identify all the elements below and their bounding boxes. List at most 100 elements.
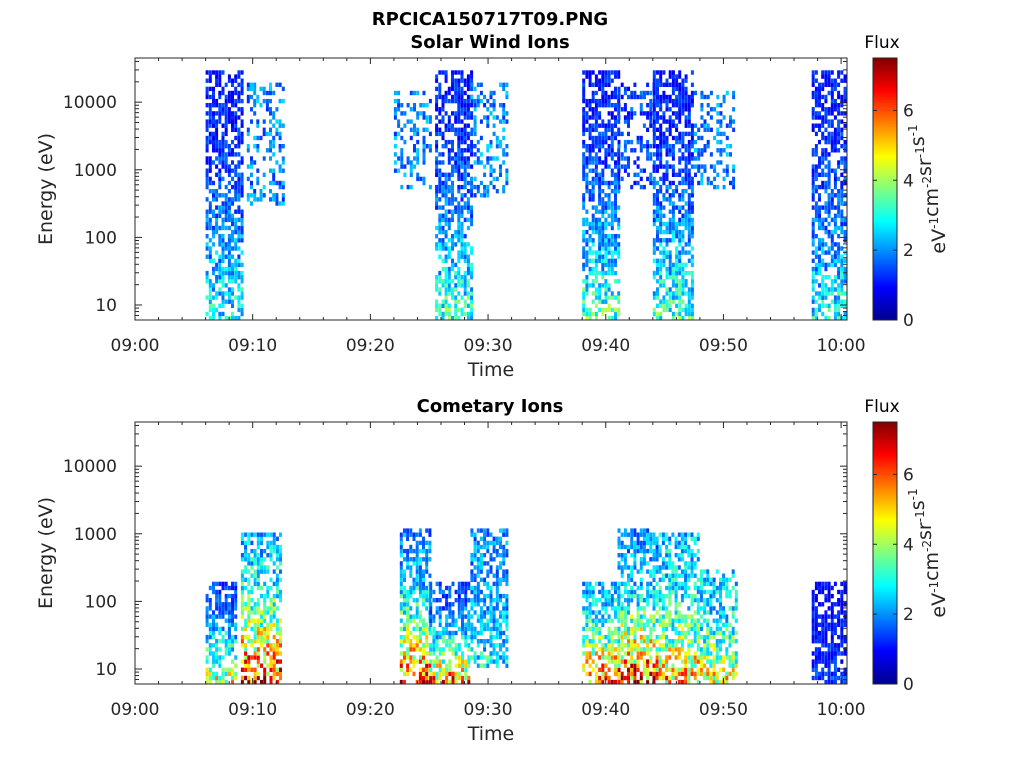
spectrogram-cell bbox=[438, 634, 442, 640]
spectrogram-cell bbox=[457, 172, 461, 177]
spectrogram-cell bbox=[652, 217, 656, 223]
spectrogram-cell bbox=[662, 176, 666, 182]
spectrogram-cell bbox=[451, 647, 455, 652]
spectrogram-cell bbox=[814, 172, 818, 177]
spectrogram-cell bbox=[483, 561, 487, 566]
spectrogram-cell bbox=[703, 94, 707, 100]
spectrogram-cell bbox=[406, 667, 410, 672]
spectrogram-cell bbox=[218, 266, 222, 272]
spectrogram-cell bbox=[454, 295, 458, 300]
spectrogram-cell bbox=[656, 270, 659, 276]
spectrogram-cell bbox=[409, 548, 413, 554]
spectrogram-cell bbox=[221, 639, 225, 644]
spectrogram-cell bbox=[438, 127, 442, 132]
spectrogram-cell bbox=[432, 647, 436, 652]
spectrogram-cell bbox=[244, 663, 248, 668]
spectrogram-cell bbox=[610, 242, 614, 247]
spectrogram-cell bbox=[502, 569, 506, 574]
spectrogram-cell bbox=[830, 299, 834, 304]
spectrogram-cell bbox=[265, 148, 269, 153]
spectrogram-cell bbox=[594, 622, 598, 627]
spectrogram-cell bbox=[451, 217, 454, 223]
spectrogram-cell bbox=[811, 94, 815, 100]
spectrogram-cell bbox=[234, 634, 238, 640]
spectrogram-cell bbox=[244, 626, 248, 632]
spectrogram-cell bbox=[231, 602, 234, 607]
spectrogram-cell bbox=[415, 639, 419, 644]
spectrogram-cell bbox=[231, 152, 234, 157]
spectrogram-cell bbox=[617, 585, 621, 591]
spectrogram-cell bbox=[227, 258, 231, 263]
spectrogram-cell bbox=[470, 291, 474, 296]
spectrogram-cell bbox=[221, 291, 225, 296]
spectrogram-cell bbox=[205, 172, 209, 177]
spectrogram-cell bbox=[598, 679, 602, 684]
spectrogram-cell bbox=[479, 152, 483, 157]
spectrogram-cell bbox=[224, 160, 228, 165]
spectrogram-cell bbox=[824, 152, 828, 157]
spectrogram-cell bbox=[591, 94, 595, 100]
spectrogram-cell bbox=[263, 647, 267, 652]
spectrogram-cell bbox=[489, 90, 493, 96]
spectrogram-cell bbox=[463, 258, 467, 263]
spectrogram-cell bbox=[227, 585, 231, 591]
spectrogram-cell bbox=[671, 144, 675, 149]
spectrogram-cell bbox=[656, 266, 659, 272]
spectrogram-cell bbox=[678, 205, 682, 210]
spectrogram-cell bbox=[630, 647, 634, 652]
spectrogram-cell bbox=[668, 647, 672, 652]
spectrogram-cell bbox=[649, 180, 653, 186]
spectrogram-cell bbox=[642, 626, 646, 632]
spectrogram-cell bbox=[445, 618, 449, 623]
spectrogram-cell bbox=[598, 581, 602, 587]
spectrogram-cell bbox=[604, 94, 608, 100]
spectrogram-cell bbox=[824, 262, 828, 268]
spectrogram-cell bbox=[706, 180, 710, 186]
spectrogram-cell bbox=[659, 135, 663, 141]
spectrogram-cell bbox=[227, 172, 231, 177]
spectrogram-cell bbox=[652, 553, 656, 558]
spectrogram-cell bbox=[227, 78, 231, 83]
spectrogram-cell bbox=[438, 659, 442, 664]
spectrogram-cell bbox=[607, 258, 611, 263]
spectrogram-cell bbox=[601, 275, 605, 280]
spectrogram-cell bbox=[623, 663, 627, 668]
spectrogram-cell bbox=[709, 107, 713, 112]
spectrogram-cell bbox=[466, 82, 470, 87]
spectrogram-cell bbox=[716, 148, 720, 153]
spectrogram-cell bbox=[675, 287, 679, 292]
spectrogram-cell bbox=[476, 569, 480, 574]
spectrogram-cell bbox=[224, 242, 228, 247]
spectrogram-cell bbox=[409, 544, 413, 550]
spectrogram-cell bbox=[681, 176, 685, 182]
spectrogram-cell bbox=[659, 242, 663, 247]
spectrogram-cell bbox=[476, 663, 480, 668]
spectrogram-cell bbox=[833, 279, 837, 284]
spectrogram-cell bbox=[598, 667, 602, 672]
spectrogram-cell bbox=[598, 184, 602, 190]
spectrogram-cell bbox=[397, 103, 401, 108]
spectrogram-cell bbox=[620, 164, 624, 169]
spectrogram-cell bbox=[260, 626, 263, 632]
spectrogram-cell bbox=[601, 299, 605, 304]
spectrogram-cell bbox=[221, 221, 225, 227]
spectrogram-cell bbox=[598, 160, 602, 165]
spectrogram-cell bbox=[623, 581, 627, 587]
spectrogram-cell bbox=[833, 225, 837, 231]
spectrogram-cell bbox=[633, 90, 637, 96]
spectrogram-cell bbox=[722, 94, 726, 100]
spectrogram-cell bbox=[275, 180, 279, 186]
spectrogram-cell bbox=[447, 246, 451, 251]
spectrogram-cell bbox=[652, 82, 656, 87]
spectrogram-cell bbox=[473, 540, 477, 546]
spectrogram-cell bbox=[617, 250, 621, 255]
spectrogram-cell bbox=[840, 98, 844, 104]
spectrogram-cell bbox=[655, 553, 659, 558]
spectrogram-cell bbox=[646, 675, 650, 681]
spectrogram-cell bbox=[205, 94, 209, 100]
spectrogram-cell bbox=[687, 193, 691, 198]
spectrogram-cell bbox=[582, 287, 586, 292]
spectrogram-cell bbox=[824, 107, 828, 112]
spectrogram-cell bbox=[668, 639, 672, 644]
spectrogram-cell bbox=[633, 540, 637, 546]
